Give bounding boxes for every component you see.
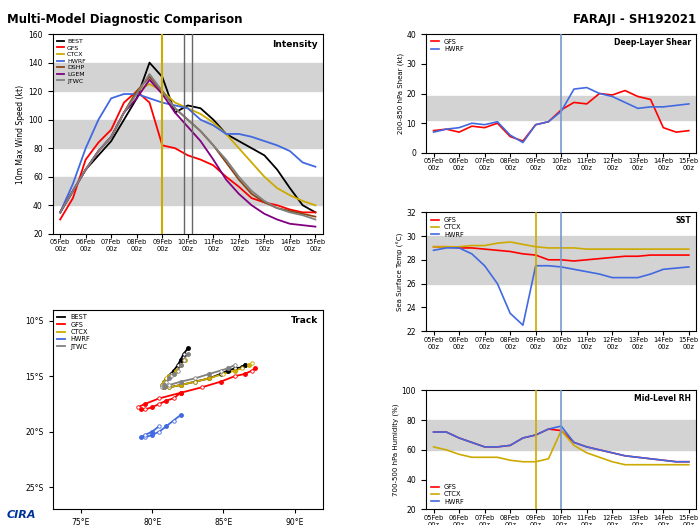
Bar bbox=[52, 62, 323, 91]
Bar bbox=[426, 260, 696, 284]
Text: Deep-Layer Shear: Deep-Layer Shear bbox=[614, 38, 691, 47]
Y-axis label: 700-500 hPa Humidity (%): 700-500 hPa Humidity (%) bbox=[393, 404, 399, 496]
Text: Mid-Level RH: Mid-Level RH bbox=[634, 394, 691, 403]
Bar bbox=[426, 236, 696, 260]
Text: CIRA: CIRA bbox=[7, 510, 36, 520]
Legend: GFS, HWRF: GFS, HWRF bbox=[429, 37, 465, 54]
Y-axis label: 10m Max Wind Speed (kt): 10m Max Wind Speed (kt) bbox=[17, 85, 25, 184]
Text: FARAJI - SH192021: FARAJI - SH192021 bbox=[573, 13, 696, 26]
Text: SST: SST bbox=[676, 216, 691, 225]
Y-axis label: Sea Surface Temp (°C): Sea Surface Temp (°C) bbox=[396, 233, 404, 311]
Y-axis label: 200-850 hPa Shear (kt): 200-850 hPa Shear (kt) bbox=[397, 53, 404, 134]
Legend: GFS, CTCX, HWRF: GFS, CTCX, HWRF bbox=[429, 216, 465, 239]
Legend: GFS, CTCX, HWRF: GFS, CTCX, HWRF bbox=[429, 482, 465, 506]
Legend: BEST, GFS, CTCX, HWRF, JTWC: BEST, GFS, CTCX, HWRF, JTWC bbox=[56, 313, 92, 351]
Bar bbox=[52, 177, 323, 205]
Bar bbox=[426, 420, 696, 450]
Text: Intensity: Intensity bbox=[272, 40, 318, 49]
Bar bbox=[52, 120, 323, 148]
Legend: BEST, GFS, CTCX, HWRF, DSHP, LGEM, JTWC: BEST, GFS, CTCX, HWRF, DSHP, LGEM, JTWC bbox=[55, 37, 87, 85]
Text: Track: Track bbox=[290, 316, 318, 324]
Text: Multi-Model Diagnostic Comparison: Multi-Model Diagnostic Comparison bbox=[7, 13, 242, 26]
Bar bbox=[426, 97, 696, 120]
